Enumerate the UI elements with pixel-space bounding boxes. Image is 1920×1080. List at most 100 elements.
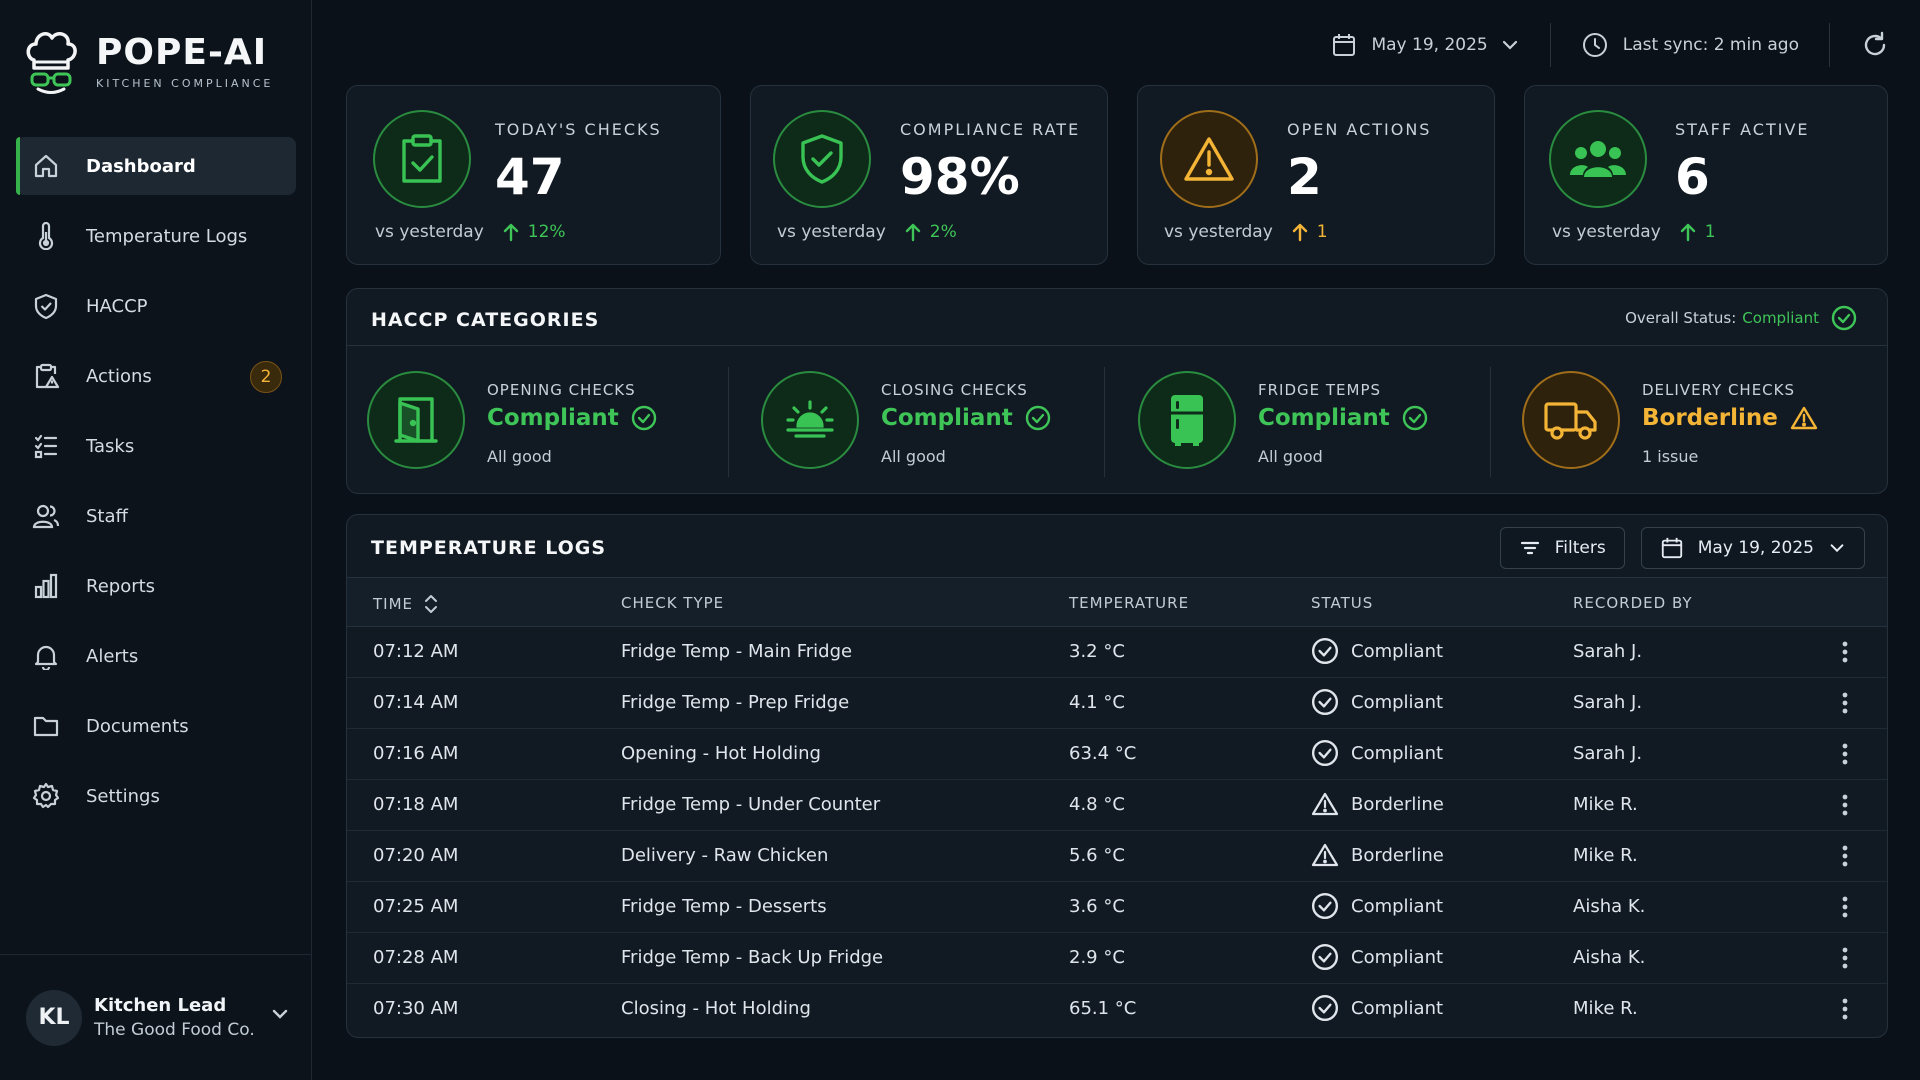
sync-status: Last sync: 2 min ago [1581, 31, 1799, 59]
column-header-recorded-by[interactable]: RECORDED BY [1573, 594, 1693, 612]
cell-check-type: Opening - Hot Holding [621, 743, 821, 764]
cell-status: Borderline [1311, 841, 1444, 869]
top-bar: May 19, 2025 Last sync: 2 min ago [1331, 23, 1890, 67]
category-status-text: Compliant [1258, 405, 1390, 431]
folder-icon [30, 710, 62, 742]
last-sync-text: Last sync: 2 min ago [1622, 35, 1799, 55]
avatar: KL [26, 989, 82, 1046]
cell-status: Compliant [1311, 943, 1443, 971]
table-row[interactable]: 07:16 AM Opening - Hot Holding 63.4 °C C… [347, 729, 1887, 780]
cell-time: 07:12 AM [373, 641, 459, 662]
sidebar-item-label: HACCP [86, 295, 148, 317]
column-header-check-type[interactable]: CHECK TYPE [621, 594, 725, 612]
sidebar-item-dashboard[interactable]: Dashboard [16, 137, 296, 195]
table-row[interactable]: 07:28 AM Fridge Temp - Back Up Fridge 2.… [347, 933, 1887, 984]
table-row[interactable]: 07:20 AM Delivery - Raw Chicken 5.6 °C B… [347, 831, 1887, 882]
table-row[interactable]: 07:14 AM Fridge Temp - Prep Fridge 4.1 °… [347, 678, 1887, 729]
check-circle-icon [1402, 405, 1427, 431]
category-status: Compliant [881, 405, 1051, 431]
bar-chart-icon [30, 570, 62, 602]
sidebar-item-reports[interactable]: Reports [16, 557, 296, 615]
divider [1104, 367, 1105, 477]
divider [1829, 23, 1830, 67]
more-options-icon[interactable] [1841, 895, 1849, 919]
checklist-icon [30, 430, 62, 462]
haccp-category-fridge-temps[interactable]: FRIDGE TEMPS Compliant All good [1138, 371, 1468, 487]
chevron-down-icon[interactable] [269, 1003, 291, 1025]
brand[interactable]: POPE-AI KITCHEN COMPLIANCE [24, 26, 273, 96]
warning-icon [1311, 792, 1339, 816]
sidebar-item-label: Documents [86, 715, 189, 737]
cell-temperature: 65.1 °C [1069, 998, 1137, 1019]
stat-compare-text: vs yesterday [375, 222, 484, 242]
column-header-label: TIME [373, 595, 414, 613]
bell-icon [30, 640, 62, 672]
cell-temperature: 4.1 °C [1069, 692, 1125, 713]
thermometer-icon [30, 220, 62, 252]
stat-value: 2 [1287, 148, 1322, 206]
sidebar-item-label: Actions [86, 365, 152, 387]
table-row[interactable]: 07:30 AM Closing - Hot Holding 65.1 °C C… [347, 984, 1887, 1035]
more-options-icon[interactable] [1841, 997, 1849, 1021]
category-note: All good [881, 447, 946, 466]
clock-icon [1582, 33, 1607, 57]
more-options-icon[interactable] [1841, 793, 1849, 817]
refresh-button[interactable] [1860, 30, 1890, 60]
divider [728, 367, 729, 477]
warning-icon [1790, 406, 1818, 430]
table-row[interactable]: 07:25 AM Fridge Temp - Desserts 3.6 °C C… [347, 882, 1887, 933]
clipboard-alert-icon [30, 360, 62, 392]
table-row[interactable]: 07:12 AM Fridge Temp - Main Fridge 3.2 °… [347, 627, 1887, 678]
logs-date-picker[interactable]: May 19, 2025 [1640, 527, 1865, 569]
column-header-temperature[interactable]: TEMPERATURE [1069, 594, 1190, 612]
sidebar-item-haccp[interactable]: HACCP [16, 277, 296, 335]
overall-status: Overall Status: Compliant [1625, 305, 1857, 331]
more-options-icon[interactable] [1841, 640, 1849, 664]
more-options-icon[interactable] [1841, 946, 1849, 970]
more-options-icon[interactable] [1841, 742, 1849, 766]
filters-button[interactable]: Filters [1499, 527, 1625, 569]
stat-card-open-actions[interactable]: OPEN ACTIONS 2 vs yesterday 1 [1137, 85, 1495, 265]
cell-recorded-by: Mike R. [1573, 845, 1638, 866]
divider [1549, 23, 1551, 67]
panel-title: TEMPERATURE LOGS [371, 537, 607, 559]
cell-temperature: 2.9 °C [1069, 947, 1125, 968]
haccp-category-closing-checks[interactable]: CLOSING CHECKS Compliant All good [761, 371, 1091, 487]
sidebar-nav: Dashboard Temperature Logs HACCP Actions… [16, 137, 296, 837]
haccp-category-delivery-checks[interactable]: DELIVERY CHECKS Borderline 1 issue [1522, 371, 1862, 487]
stat-card-staff-active[interactable]: STAFF ACTIVE 6 vs yesterday 1 [1524, 85, 1888, 265]
haccp-category-opening-checks[interactable]: OPENING CHECKS Compliant All good [367, 371, 697, 487]
column-header-time[interactable]: TIME [373, 594, 439, 614]
overall-status-label: Overall Status: [1625, 309, 1737, 327]
sidebar-item-alerts[interactable]: Alerts [16, 627, 296, 685]
chef-logo-icon [24, 26, 78, 96]
date-picker[interactable]: May 19, 2025 [1331, 32, 1519, 58]
sidebar-item-settings[interactable]: Settings [16, 767, 296, 825]
filter-icon [1520, 541, 1539, 555]
user-menu[interactable]: KL Kitchen Lead The Good Food Co. [0, 954, 311, 1080]
stat-card-todays-checks[interactable]: TODAY'S CHECKS 47 vs yesterday 12% [346, 85, 721, 265]
sidebar-item-tasks[interactable]: Tasks [16, 417, 296, 475]
status-text: Compliant [1351, 895, 1444, 917]
sidebar-item-documents[interactable]: Documents [16, 697, 296, 755]
table-header: TIME CHECK TYPE TEMPERATURE STATUS RECOR… [347, 577, 1887, 627]
stat-label: COMPLIANCE RATE [900, 120, 1081, 139]
sidebar-item-staff[interactable]: Staff [16, 487, 296, 545]
sidebar-item-temperature-logs[interactable]: Temperature Logs [16, 207, 296, 265]
cell-check-type: Closing - Hot Holding [621, 998, 811, 1019]
door-icon [367, 371, 465, 469]
sidebar-item-actions[interactable]: Actions 2 [16, 347, 296, 405]
more-options-icon[interactable] [1841, 844, 1849, 868]
divider [1490, 367, 1491, 477]
stat-value: 98% [900, 148, 1020, 206]
arrow-up-icon [503, 223, 518, 242]
more-options-icon[interactable] [1841, 691, 1849, 715]
table-body: 07:12 AM Fridge Temp - Main Fridge 3.2 °… [347, 627, 1887, 1035]
cell-temperature: 3.6 °C [1069, 896, 1125, 917]
warning-icon [1311, 843, 1339, 867]
table-row[interactable]: 07:18 AM Fridge Temp - Under Counter 4.8… [347, 780, 1887, 831]
stat-card-compliance-rate[interactable]: COMPLIANCE RATE 98% vs yesterday 2% [750, 85, 1108, 265]
shield-check-icon [30, 290, 62, 322]
cell-time: 07:20 AM [373, 845, 459, 866]
column-header-status[interactable]: STATUS [1311, 594, 1374, 612]
